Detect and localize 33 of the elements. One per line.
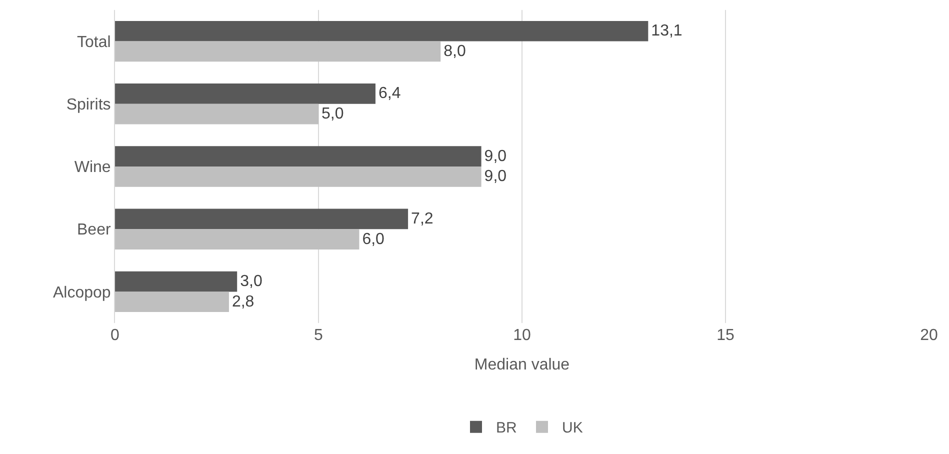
data-label: 3,0: [240, 273, 262, 290]
bar: [115, 41, 441, 62]
bar: [115, 84, 376, 104]
bar: [115, 292, 229, 312]
y-tick-label: Alcopop: [52, 284, 111, 302]
y-tick-label: Beer: [77, 222, 112, 239]
data-label: 13,1: [651, 22, 682, 40]
data-label: 5,0: [322, 106, 344, 123]
bar: [115, 146, 482, 166]
data-label: 9,0: [484, 168, 507, 186]
x-tick-label: 0: [110, 327, 120, 344]
legend-label: UK: [562, 420, 583, 437]
bar: [115, 166, 482, 187]
y-tick-label: Total: [77, 34, 111, 51]
bar: [115, 104, 318, 124]
x-tick-label: 10: [513, 327, 531, 344]
legend-label: BR: [496, 420, 518, 437]
data-label: 8,0: [444, 42, 466, 60]
bar: [115, 208, 408, 230]
x-tick-label: 5: [314, 327, 324, 344]
bar: [115, 271, 238, 292]
data-label: 2,8: [232, 293, 254, 310]
x-tick-label: 20: [920, 327, 938, 344]
bar: [115, 20, 648, 42]
data-label: 6,0: [362, 230, 385, 248]
y-tick-label: Wine: [74, 159, 111, 176]
bar: [115, 229, 360, 250]
x-tick-label: 15: [716, 327, 734, 344]
y-tick-label: Spirits: [66, 96, 111, 114]
data-label: 9,0: [484, 148, 507, 165]
x-axis-title: Median value: [474, 356, 570, 374]
data-label: 7,2: [411, 210, 434, 228]
data-label: 6,4: [378, 85, 401, 102]
